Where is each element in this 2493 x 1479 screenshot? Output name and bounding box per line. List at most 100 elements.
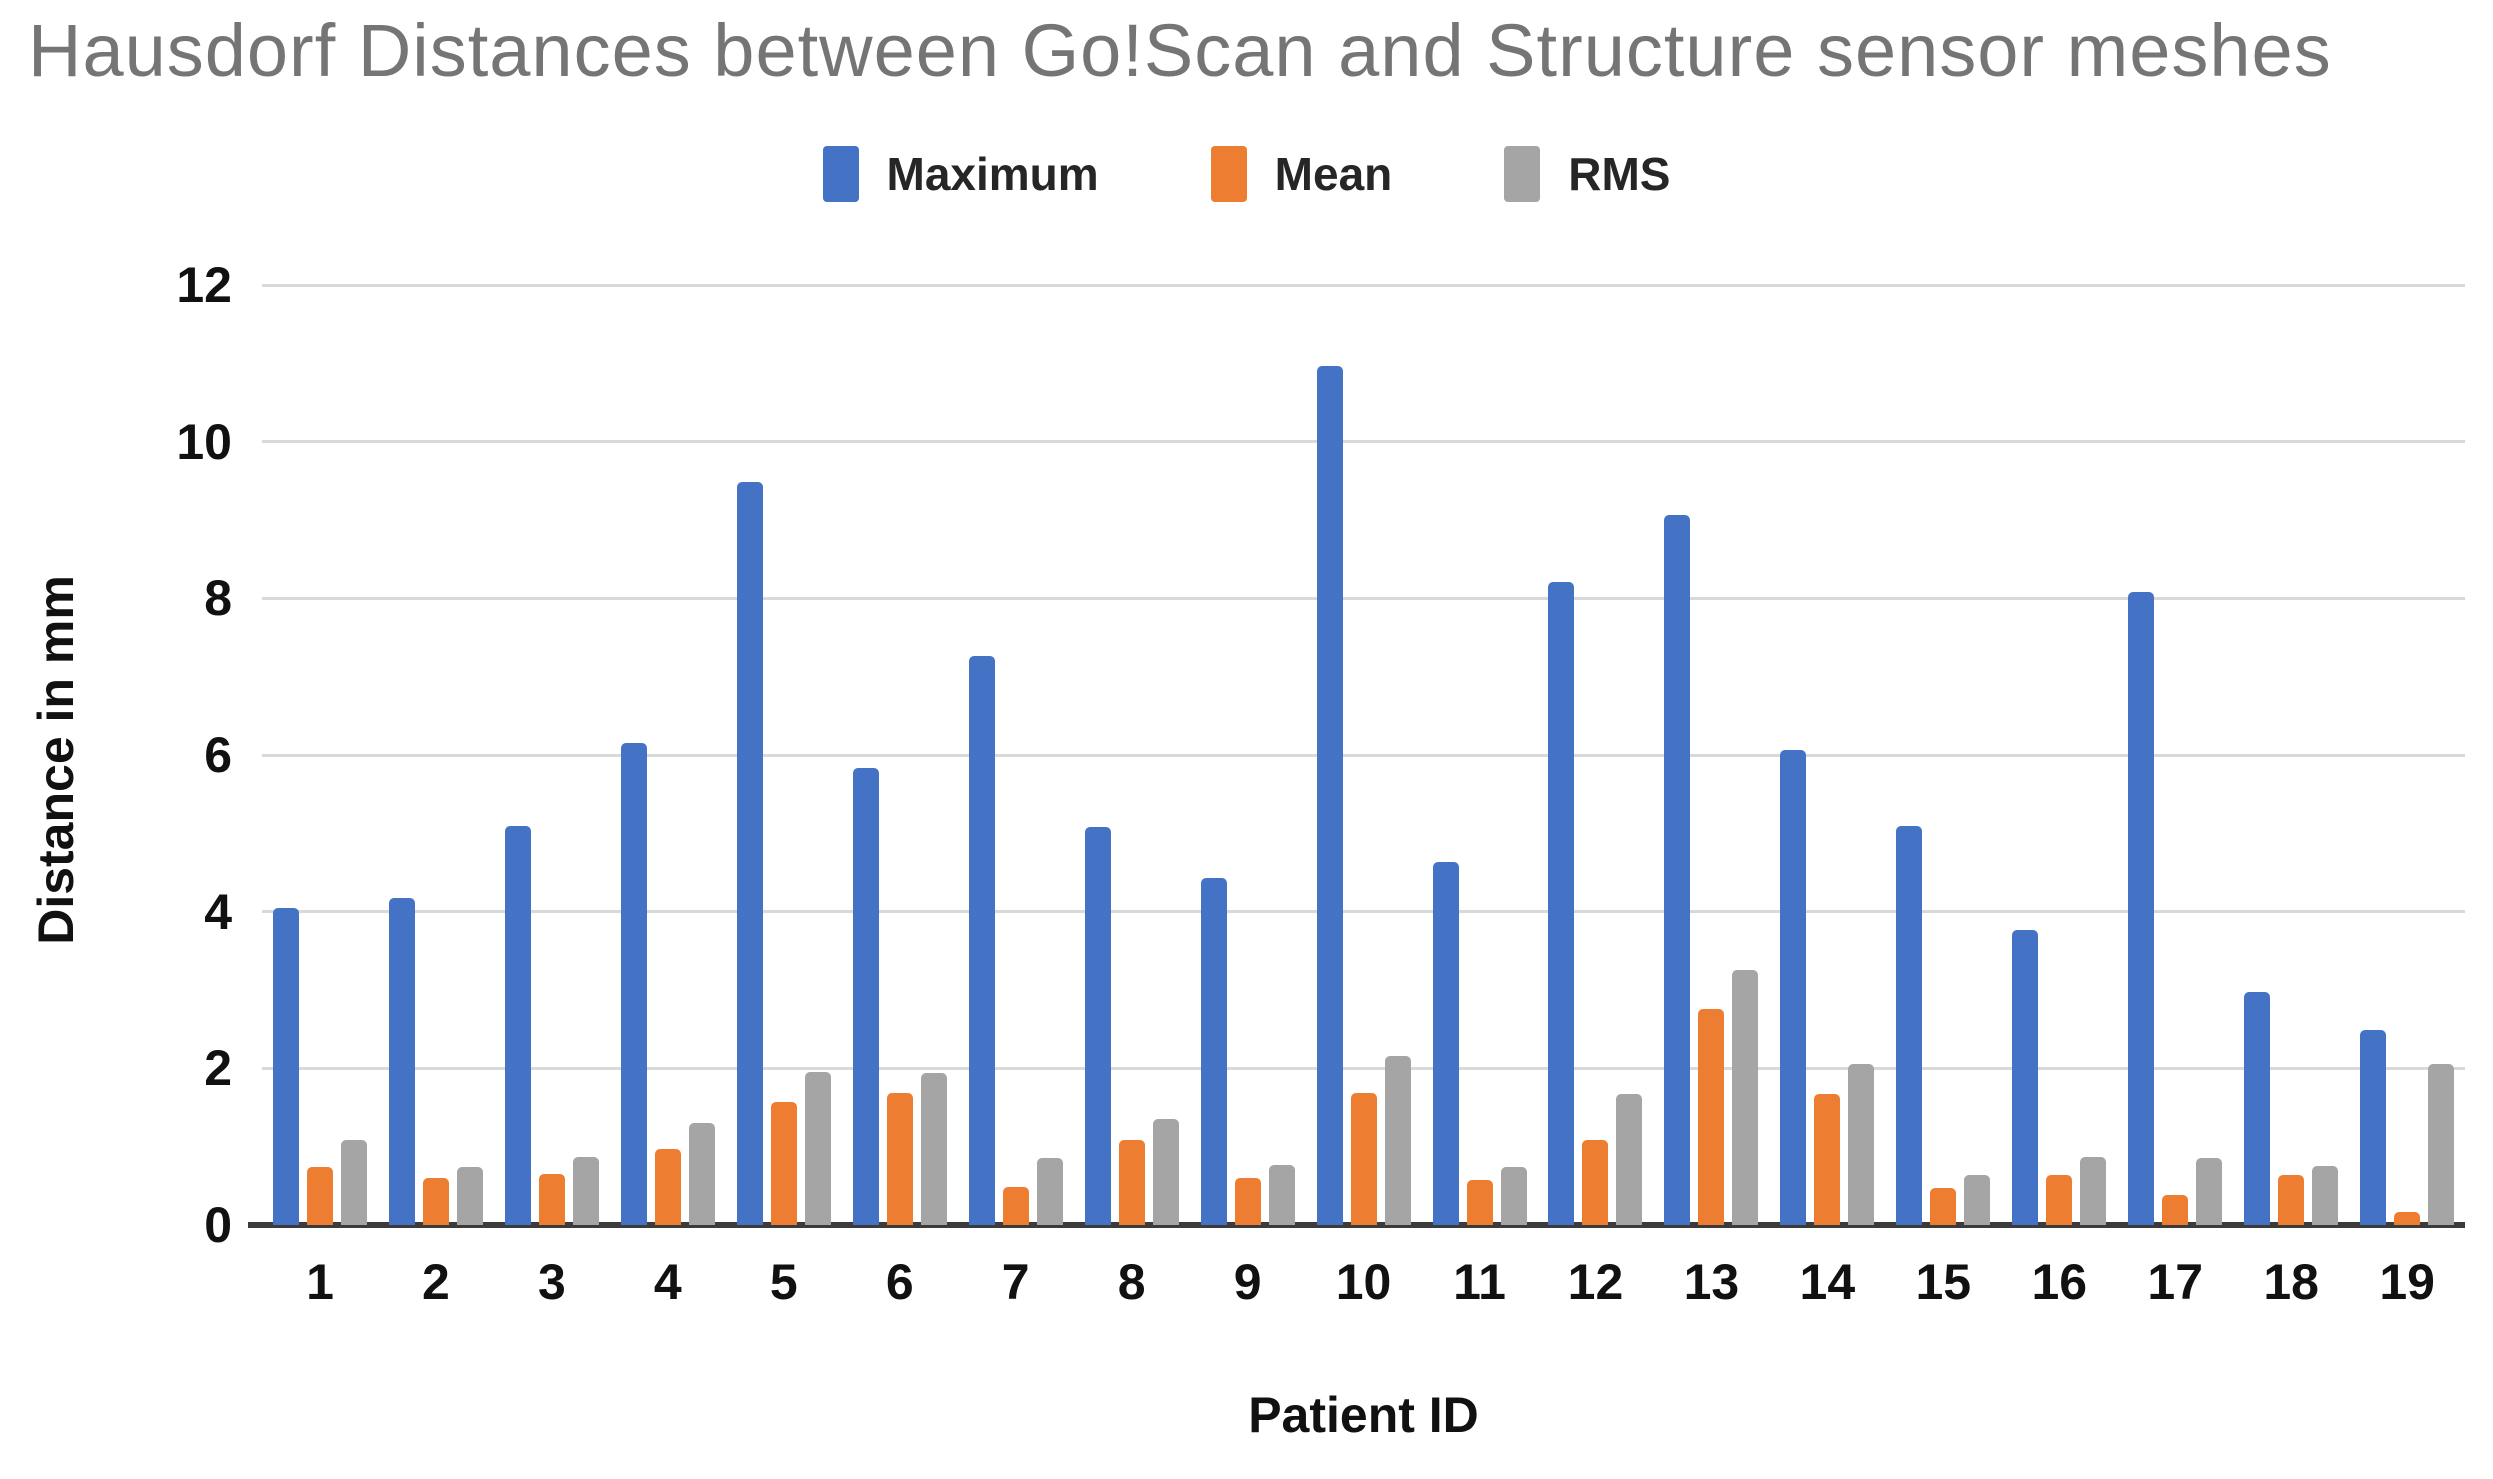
bar-groups: 1 2 3 4 5 6 7 8 9 10 11 12 13 14 15 16 17 18 19 bbox=[262, 285, 2465, 1307]
bar-maximum-patient-6 bbox=[852, 768, 879, 1225]
bar-maximum-patient-19 bbox=[2360, 1029, 2387, 1225]
legend-item-maximum: Maximum bbox=[822, 146, 1099, 202]
x-tick-label-5: 5 bbox=[769, 1254, 798, 1310]
x-tick-label-3: 3 bbox=[537, 1254, 566, 1310]
x-tick-label-9: 9 bbox=[1233, 1254, 1262, 1310]
bar-group-patient-10: 10 bbox=[1306, 285, 1422, 1307]
x-tick-label-17: 17 bbox=[2147, 1254, 2204, 1310]
bar-group-patient-19: 19 bbox=[2349, 285, 2465, 1307]
bar-rms-patient-1 bbox=[340, 1140, 367, 1225]
bar-mean-patient-5 bbox=[770, 1102, 797, 1225]
gridline-y12 bbox=[262, 283, 2465, 287]
bar-rms-patient-17 bbox=[2196, 1157, 2223, 1225]
x-tick-label-14: 14 bbox=[1799, 1254, 1856, 1310]
x-tick-label-12: 12 bbox=[1567, 1254, 1624, 1310]
bar-rms-patient-11 bbox=[1500, 1167, 1527, 1225]
bar-rms-patient-15 bbox=[1964, 1174, 1991, 1225]
bar-group-patient-18: 18 bbox=[2233, 285, 2349, 1307]
bar-rms-patient-7 bbox=[1036, 1157, 1063, 1225]
y-tick-label-6: 6 bbox=[204, 727, 232, 783]
bar-group-patient-3: 3 bbox=[494, 285, 610, 1307]
bar-maximum-patient-2 bbox=[388, 897, 415, 1225]
bar-rms-patient-16 bbox=[2080, 1156, 2107, 1225]
bar-group-patient-13: 13 bbox=[1653, 285, 1769, 1307]
legend: Maximum Mean RMS bbox=[0, 146, 2493, 202]
bar-rms-patient-3 bbox=[572, 1156, 599, 1225]
bar-group-patient-11: 11 bbox=[1422, 285, 1538, 1307]
bar-group-patient-14: 14 bbox=[1769, 285, 1885, 1307]
y-tick-label-12: 12 bbox=[176, 257, 232, 313]
bar-mean-patient-12 bbox=[1582, 1140, 1609, 1225]
y-tick-label-0: 0 bbox=[204, 1197, 232, 1253]
bar-rms-patient-14 bbox=[1848, 1063, 1875, 1225]
bar-rms-patient-9 bbox=[1268, 1165, 1295, 1225]
y-tick-label-2: 2 bbox=[204, 1040, 232, 1097]
legend-label-mean: Mean bbox=[1274, 148, 1393, 200]
bar-mean-patient-15 bbox=[1930, 1188, 1957, 1225]
bar-group-patient-2: 2 bbox=[378, 285, 494, 1307]
x-tick-label-15: 15 bbox=[1915, 1254, 1972, 1310]
bar-maximum-patient-12 bbox=[1548, 581, 1575, 1225]
gridline-y8 bbox=[262, 596, 2465, 600]
bar-maximum-patient-3 bbox=[504, 825, 531, 1225]
gridline-y6 bbox=[262, 753, 2465, 757]
bar-maximum-patient-10 bbox=[1316, 365, 1343, 1225]
bar-rms-patient-19 bbox=[2428, 1063, 2455, 1225]
bar-rms-patient-10 bbox=[1384, 1055, 1411, 1225]
bar-group-patient-4: 4 bbox=[610, 285, 726, 1307]
bar-group-patient-15: 15 bbox=[1885, 285, 2001, 1307]
legend-item-mean: Mean bbox=[1210, 146, 1393, 202]
bar-rms-patient-8 bbox=[1152, 1119, 1179, 1225]
bar-mean-patient-13 bbox=[1698, 1008, 1725, 1225]
y-tick-label-10: 10 bbox=[176, 413, 232, 470]
x-axis-title: Patient ID bbox=[1248, 1387, 1479, 1443]
bar-group-patient-9: 9 bbox=[1190, 285, 1306, 1307]
bar-mean-patient-16 bbox=[2046, 1174, 2073, 1225]
x-tick-label-10: 10 bbox=[1335, 1254, 1392, 1310]
legend-swatch-maximum bbox=[822, 146, 859, 202]
x-tick-label-13: 13 bbox=[1683, 1254, 1740, 1310]
bar-mean-patient-3 bbox=[538, 1174, 565, 1225]
bar-mean-patient-17 bbox=[2162, 1195, 2189, 1225]
bar-maximum-patient-14 bbox=[1780, 750, 1807, 1225]
x-tick-label-4: 4 bbox=[653, 1254, 682, 1310]
x-tick-label-1: 1 bbox=[306, 1254, 334, 1310]
y-tick-label-8: 8 bbox=[204, 570, 232, 627]
x-tick-label-8: 8 bbox=[1117, 1254, 1146, 1310]
x-tick-label-19: 19 bbox=[2379, 1254, 2435, 1310]
bar-maximum-patient-13 bbox=[1664, 515, 1691, 1225]
x-axis-line bbox=[248, 1222, 2465, 1228]
bar-mean-patient-6 bbox=[886, 1093, 913, 1225]
x-tick-label-16: 16 bbox=[2031, 1254, 2088, 1310]
x-tick-label-2: 2 bbox=[422, 1254, 450, 1310]
x-tick-label-6: 6 bbox=[885, 1254, 914, 1310]
bar-maximum-patient-9 bbox=[1200, 877, 1227, 1225]
bar-mean-patient-8 bbox=[1118, 1140, 1145, 1225]
bar-mean-patient-2 bbox=[422, 1178, 449, 1225]
y-axis-title: Distance in mm bbox=[28, 575, 84, 945]
bar-mean-patient-1 bbox=[306, 1167, 333, 1225]
bar-group-patient-16: 16 bbox=[2001, 285, 2117, 1307]
bar-group-patient-8: 8 bbox=[1074, 285, 1190, 1307]
bar-group-patient-12: 12 bbox=[1537, 285, 1653, 1307]
x-tick-label-18: 18 bbox=[2263, 1254, 2319, 1310]
bar-mean-patient-14 bbox=[1814, 1094, 1841, 1225]
legend-label-maximum: Maximum bbox=[886, 148, 1099, 200]
bar-maximum-patient-7 bbox=[968, 655, 995, 1225]
bar-mean-patient-4 bbox=[654, 1149, 681, 1225]
bar-rms-patient-2 bbox=[456, 1167, 483, 1225]
gridline-y4 bbox=[262, 910, 2465, 914]
legend-item-rms: RMS bbox=[1504, 146, 1671, 202]
bar-mean-patient-11 bbox=[1466, 1179, 1493, 1225]
legend-label-rms: RMS bbox=[1568, 148, 1671, 200]
bar-mean-patient-9 bbox=[1234, 1178, 1261, 1225]
bar-mean-patient-19 bbox=[2394, 1212, 2421, 1225]
bar-maximum-patient-4 bbox=[620, 743, 647, 1225]
bar-rms-patient-5 bbox=[804, 1072, 831, 1225]
legend-swatch-rms bbox=[1504, 146, 1541, 202]
bar-maximum-patient-18 bbox=[2244, 992, 2271, 1225]
bar-group-patient-7: 7 bbox=[958, 285, 1074, 1307]
bar-maximum-patient-11 bbox=[1432, 861, 1459, 1225]
bar-maximum-patient-5 bbox=[736, 482, 763, 1225]
